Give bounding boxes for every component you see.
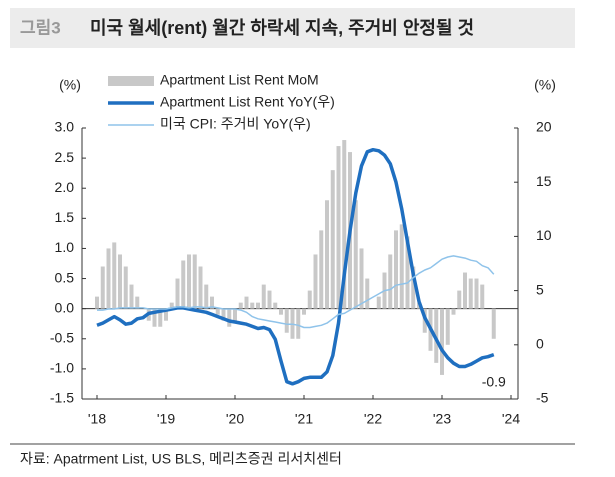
x-tick-label: '23	[433, 411, 451, 427]
figure-label: 그림3	[20, 18, 61, 37]
bar	[169, 302, 174, 309]
line	[97, 255, 495, 329]
y-tick-label: 1.5	[55, 209, 75, 225]
bar	[135, 296, 140, 309]
bar	[468, 278, 473, 309]
y-tick-label: -1.5	[50, 390, 74, 406]
bar	[296, 308, 301, 339]
x-tick-label: '22	[364, 411, 382, 427]
bar	[129, 284, 134, 309]
y2-tick-label: 0	[536, 336, 544, 352]
bar	[342, 140, 347, 309]
bar	[330, 170, 335, 309]
bar	[365, 278, 370, 309]
bar	[394, 230, 398, 309]
y-tick-label: 3.0	[55, 119, 75, 135]
legend-label: Apartment List Rent MoM	[160, 72, 319, 88]
chart-title: 미국 월세(rent) 월간 하락세 지속, 주거비 안정될 것	[90, 18, 474, 38]
bar	[244, 296, 249, 309]
bar	[204, 284, 209, 309]
bar	[491, 308, 496, 339]
bar	[480, 284, 485, 309]
bar	[399, 224, 404, 309]
bar	[302, 308, 306, 315]
bar	[445, 308, 450, 345]
legend-label: 미국 CPI: 주거비 YoY(우)	[160, 116, 311, 132]
y-tick-label: 2.0	[55, 179, 75, 195]
legend-swatch	[108, 76, 154, 86]
bar	[106, 248, 111, 309]
bar	[175, 278, 180, 309]
line	[96, 147, 495, 386]
bar	[261, 284, 266, 309]
y-tick-label: -1.0	[50, 360, 74, 376]
bar	[118, 254, 122, 309]
bar	[192, 254, 197, 309]
bar	[307, 290, 312, 309]
bar	[250, 302, 255, 309]
y2-tick-label: -5	[536, 390, 549, 406]
source: 자료: Apatrment List, US BLS, 메리츠증권 리서치센터	[20, 451, 342, 467]
bar	[256, 302, 260, 309]
x-tick-label: '21	[295, 411, 313, 427]
bar	[238, 302, 243, 309]
y2-tick-label: 15	[536, 173, 552, 189]
x-tick-label: '24	[502, 411, 520, 427]
bar	[463, 272, 467, 309]
y-tick-label: -0.5	[50, 329, 74, 345]
y-tick-label: 2.5	[55, 149, 75, 165]
bar	[181, 260, 186, 309]
legend-label: Apartment List Rent YoY(우)	[160, 94, 335, 110]
y2-tick-label: 5	[536, 281, 544, 297]
bar	[164, 308, 168, 321]
y-tick-label: 0.5	[55, 269, 75, 285]
bar	[457, 290, 462, 309]
bar	[279, 308, 283, 315]
bar	[112, 242, 117, 309]
x-tick-label: '20	[226, 411, 244, 427]
y-tick-label: 0.0	[55, 299, 75, 315]
y2-axis-label: (%)	[534, 77, 556, 93]
y2-tick-label: 20	[536, 119, 552, 135]
bar	[221, 308, 226, 321]
bar	[376, 296, 381, 309]
bar	[325, 200, 329, 309]
bar	[233, 308, 237, 321]
bar	[405, 236, 410, 309]
bar	[411, 266, 416, 309]
bar	[187, 254, 191, 309]
bar	[152, 308, 157, 327]
bar	[215, 308, 220, 315]
bar	[227, 308, 232, 327]
bar	[353, 200, 358, 309]
y2-tick-label: 10	[536, 227, 552, 243]
bar	[284, 308, 289, 333]
bar	[336, 146, 341, 309]
bar	[158, 308, 163, 327]
data-label: -0.9	[482, 373, 506, 389]
bar	[210, 296, 214, 309]
bar	[95, 296, 99, 309]
y-tick-label: 1.0	[55, 239, 75, 255]
bar	[123, 266, 128, 309]
bar	[440, 308, 444, 375]
bar	[273, 302, 278, 309]
bar	[388, 254, 393, 309]
header-band	[10, 8, 575, 48]
bar	[313, 254, 318, 309]
bar	[474, 278, 479, 309]
bar	[451, 308, 456, 315]
bar	[319, 230, 324, 309]
bar	[198, 266, 203, 309]
y-axis-label: (%)	[59, 77, 81, 93]
bar	[359, 248, 364, 309]
bar	[267, 290, 272, 309]
bar	[100, 266, 105, 309]
x-tick-label: '19	[157, 411, 175, 427]
x-tick-label: '18	[88, 411, 106, 427]
